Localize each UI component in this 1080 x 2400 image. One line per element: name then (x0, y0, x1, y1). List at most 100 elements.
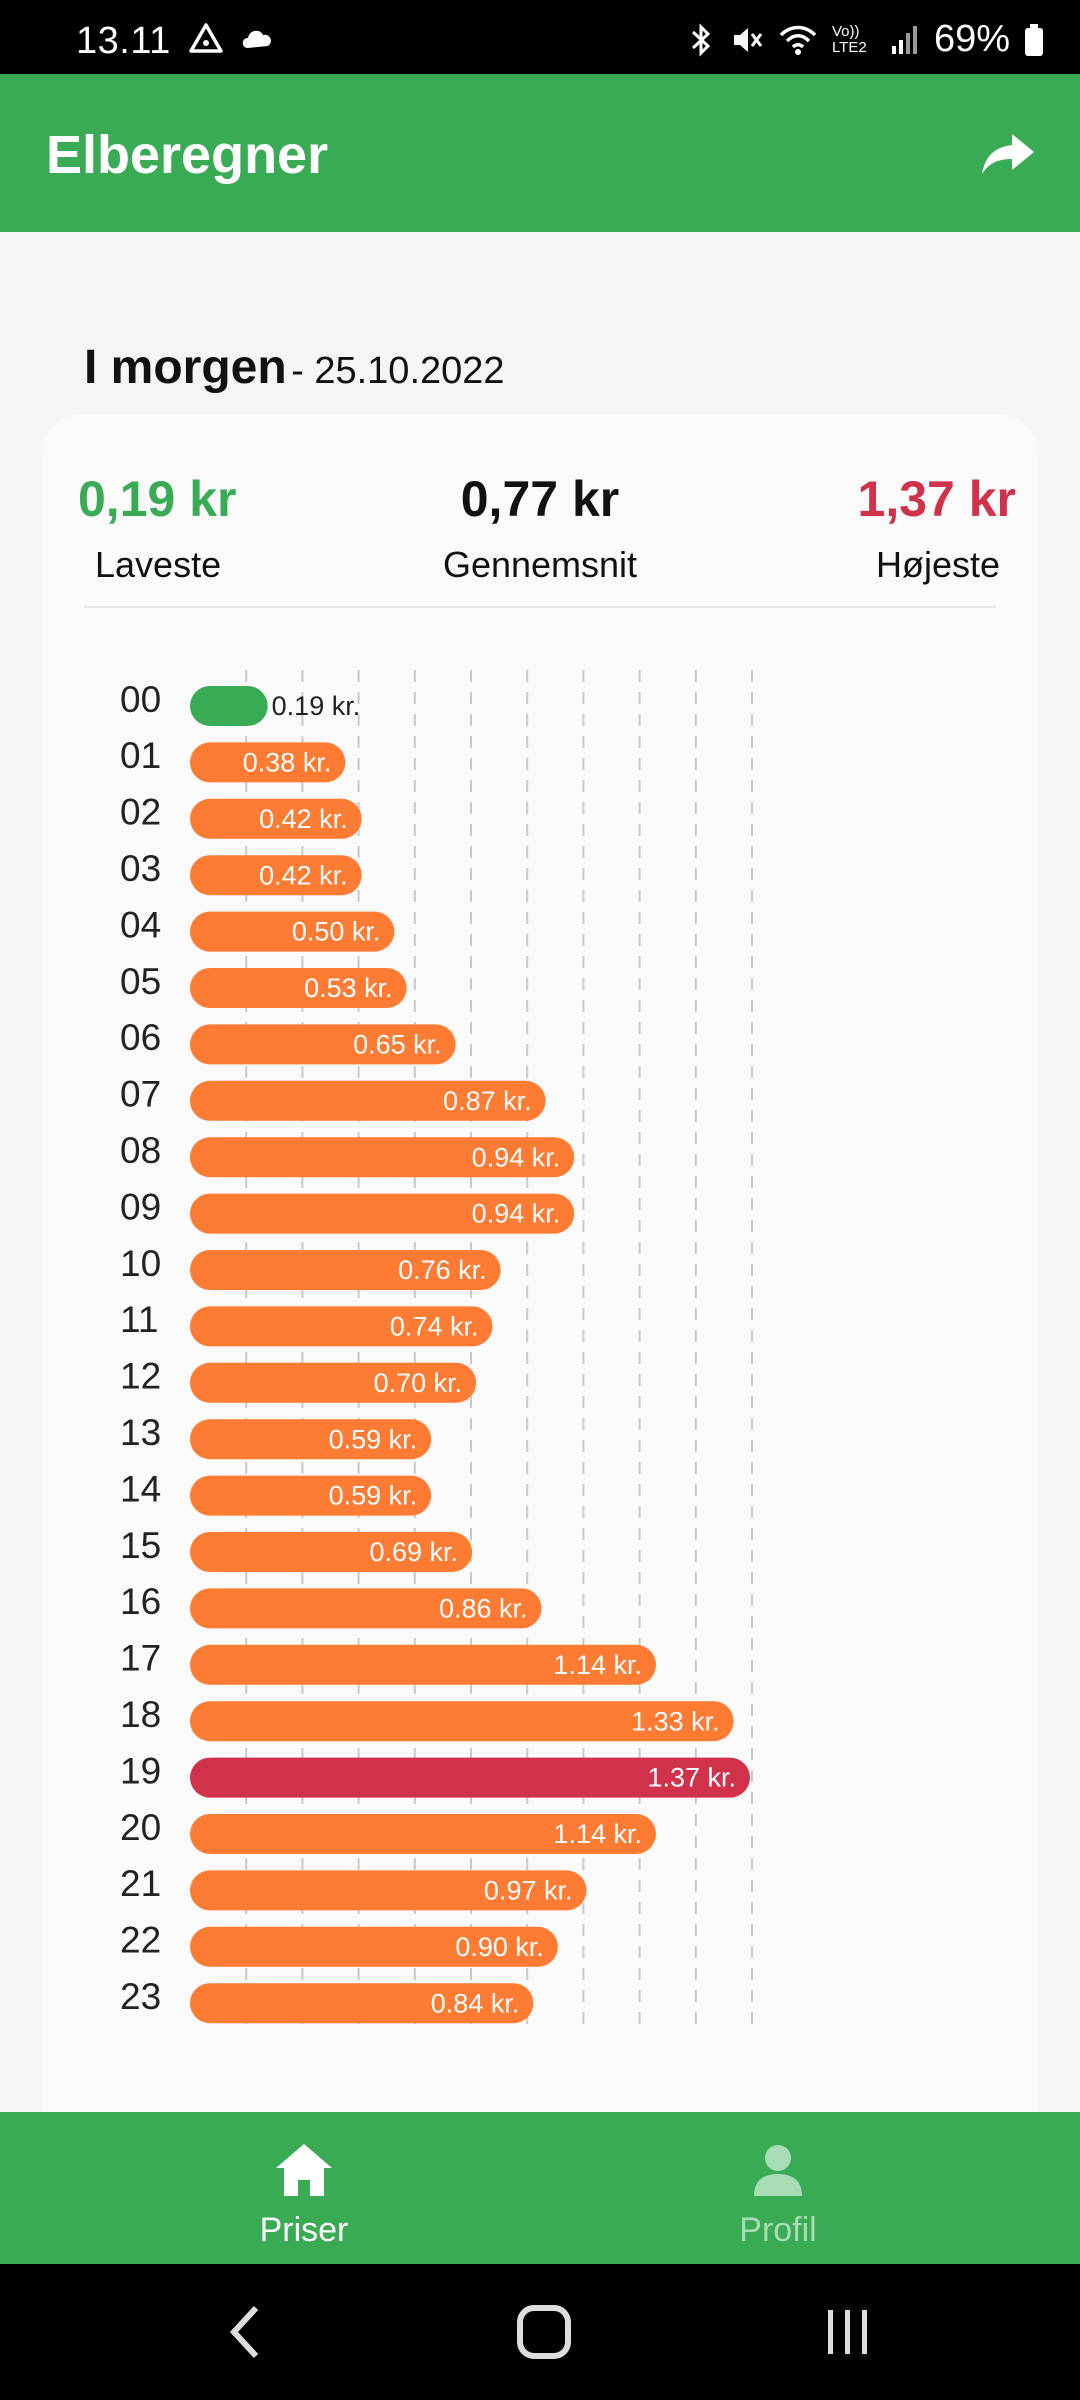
nav-home-label: Priser (259, 2211, 349, 2249)
hour-label: 12 (120, 1356, 161, 1397)
price-value-label: 0.87 kr. (443, 1086, 532, 1116)
price-value-label: 0.86 kr. (439, 1594, 528, 1624)
price-bar[interactable] (190, 1193, 575, 1234)
price-bar[interactable] (190, 1588, 542, 1629)
hour-label: 17 (120, 1638, 161, 1679)
hour-label: 05 (120, 961, 161, 1002)
stat-highest: 1,37 kr Højeste (858, 470, 1016, 586)
hour-label: 02 (120, 792, 161, 833)
price-bar[interactable] (190, 855, 362, 896)
price-value-label: 0.53 kr. (304, 973, 393, 1003)
hour-label: 13 (120, 1412, 161, 1453)
hour-label: 21 (120, 1863, 161, 1904)
price-bar[interactable] (190, 1250, 501, 1290)
status-right: Vo)) LTE2 69% (688, 18, 1044, 61)
price-bar[interactable] (190, 798, 362, 839)
price-bar[interactable] (190, 1475, 432, 1516)
stats-divider (84, 606, 996, 608)
share-icon[interactable] (980, 130, 1036, 178)
price-bar[interactable] (190, 1419, 432, 1460)
price-bar[interactable] (190, 1080, 546, 1121)
price-bar[interactable] (190, 1306, 493, 1347)
battery-percent: 69% (933, 18, 1010, 60)
bottom-nav: Priser Profil (0, 2112, 1080, 2264)
price-bar[interactable] (190, 1983, 534, 2024)
network-type: Vo)) LTE2 (831, 22, 867, 56)
price-bar[interactable] (190, 1644, 656, 1685)
hour-label: 08 (120, 1130, 161, 1171)
hour-label: 14 (120, 1468, 161, 1509)
hour-label: 03 (120, 848, 161, 889)
price-value-label: 0.42 kr. (259, 804, 348, 834)
person-icon (754, 2145, 802, 2196)
price-value-label: 0.76 kr. (398, 1255, 487, 1285)
hour-label: 11 (120, 1299, 158, 1340)
price-bar[interactable] (190, 1814, 656, 1854)
nav-profile-label: Profil (739, 2211, 817, 2249)
price-value-label: 1.33 kr. (631, 1706, 720, 1736)
price-bar[interactable] (190, 1757, 750, 1798)
price-value-label: 0.74 kr. (390, 1312, 479, 1342)
price-bar[interactable] (190, 686, 268, 726)
app-bar: Elberegner (0, 74, 1080, 232)
hour-label: 00 (120, 679, 161, 720)
stat-average-label: Gennemsnit (442, 544, 638, 585)
stat-lowest: 0,19 kr Laveste (78, 470, 236, 586)
cloud-icon (242, 30, 271, 48)
price-value-label: 0.84 kr. (431, 1988, 520, 2018)
price-bar[interactable] (190, 742, 346, 783)
price-bar[interactable] (190, 968, 407, 1008)
status-time: 13.11 (76, 20, 171, 62)
day-heading: I morgen - 25.10.2022 (84, 340, 505, 395)
price-value-label: 0.19 kr. (272, 691, 361, 721)
price-value-label: 0.90 kr. (455, 1932, 544, 1962)
stat-lowest-value: 0,19 kr (78, 471, 237, 527)
price-bar[interactable] (190, 1926, 558, 1967)
home-button-icon[interactable] (505, 2300, 585, 2364)
price-value-label: 0.94 kr. (472, 1199, 561, 1229)
wifi-icon (779, 25, 817, 55)
stat-average-value: 0,77 kr (460, 471, 620, 527)
price-value-label: 0.94 kr. (472, 1142, 561, 1172)
hour-label: 10 (120, 1243, 161, 1284)
recents-icon[interactable] (808, 2300, 888, 2364)
price-value-label: 0.50 kr. (292, 917, 381, 947)
stat-highest-value: 1,37 kr (857, 471, 1016, 527)
price-value-label: 0.59 kr. (329, 1424, 418, 1454)
battery-icon (1025, 23, 1043, 56)
home-icon (276, 2144, 332, 2196)
hour-label: 19 (120, 1750, 161, 1791)
price-bar[interactable] (190, 1701, 734, 1742)
bluetooth-icon (691, 22, 711, 57)
price-bar[interactable] (190, 1137, 575, 1178)
hour-label: 20 (120, 1807, 161, 1848)
price-value-label: 0.65 kr. (353, 1030, 442, 1060)
nav-profile[interactable]: Profil (658, 2142, 898, 2250)
hour-label: 22 (120, 1920, 161, 1961)
hour-label: 07 (120, 1074, 161, 1115)
day-date: - 25.10.2022 (291, 350, 505, 392)
day-name: I morgen (84, 341, 287, 394)
alert-triangle-icon (189, 23, 223, 53)
price-value-label: 1.14 kr. (553, 1650, 642, 1680)
price-bar[interactable] (190, 1024, 456, 1065)
price-bar[interactable] (190, 1362, 477, 1403)
signal-icon (891, 25, 917, 54)
price-value-label: 1.37 kr. (647, 1763, 736, 1793)
price-value-label: 0.70 kr. (374, 1368, 463, 1398)
price-bar[interactable] (190, 1532, 473, 1572)
nav-home[interactable]: Priser (184, 2142, 424, 2250)
price-value-label: 0.69 kr. (369, 1537, 458, 1567)
status-left-icons (188, 22, 278, 54)
hour-label: 18 (120, 1694, 161, 1735)
hour-label: 01 (120, 735, 161, 776)
price-value-label: 0.59 kr. (329, 1481, 418, 1511)
hour-label: 06 (120, 1017, 161, 1058)
stat-average: 0,77 kr Gennemsnit (430, 470, 650, 586)
back-icon[interactable] (206, 2300, 286, 2364)
system-nav-bar (0, 2264, 1080, 2400)
price-bar[interactable] (190, 1870, 587, 1911)
price-bar[interactable] (190, 911, 395, 952)
hour-label: 09 (120, 1186, 161, 1227)
